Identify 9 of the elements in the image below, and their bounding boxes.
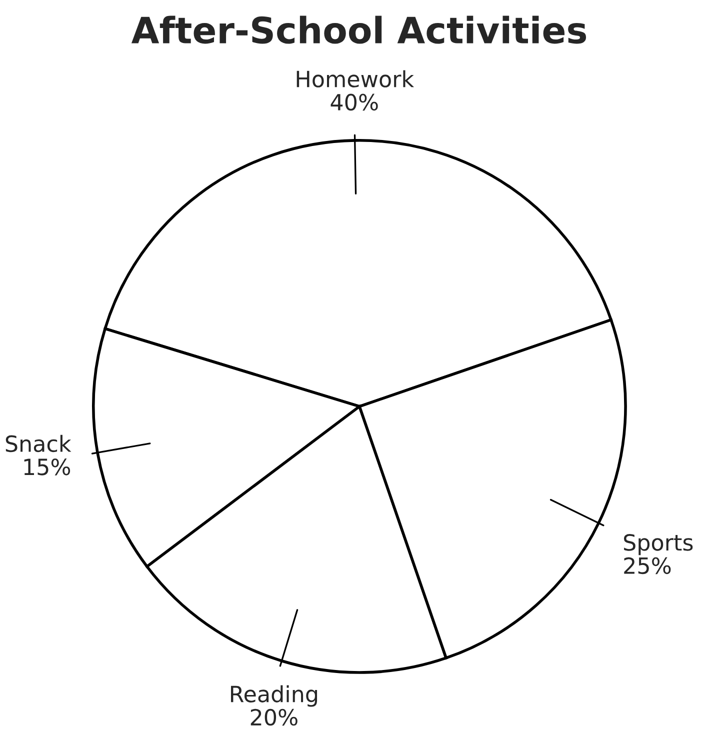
slice-label: Sports — [624, 534, 693, 556]
data-label: 15% — [24, 458, 70, 476]
slice-label: Reading — [231, 685, 318, 707]
chart-title: After-School Activities — [131, 16, 586, 44]
data-label: 40% — [330, 94, 378, 111]
data-label: 20% — [250, 708, 298, 726]
slice-label: Snack — [6, 434, 72, 452]
slice-label: Homework — [296, 70, 414, 88]
data-label: 25% — [624, 557, 671, 574]
